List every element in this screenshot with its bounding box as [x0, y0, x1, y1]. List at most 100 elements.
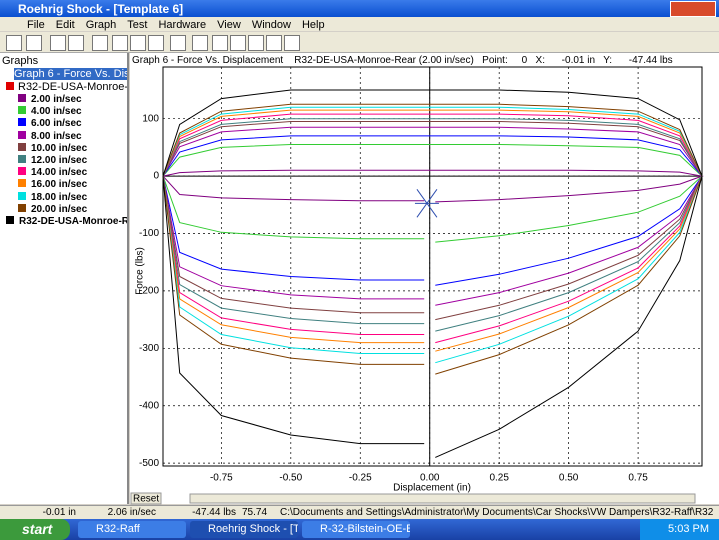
status-field: -47.44 lbs	[192, 507, 236, 518]
menu-item[interactable]: View	[217, 19, 241, 31]
y-tick-label: -100	[139, 228, 159, 239]
y-tick-label: -300	[139, 343, 159, 354]
header-x: -0.01 in	[561, 55, 596, 66]
group-node[interactable]: R32-DE-USA-Monroe-Rear	[6, 81, 129, 93]
menu-item[interactable]: Edit	[55, 19, 75, 31]
legend-swatch	[18, 94, 26, 102]
tool-button[interactable]	[212, 35, 228, 51]
status-field: -0.01 in	[42, 507, 76, 518]
menu-item[interactable]: Window	[251, 19, 291, 31]
toolbar	[0, 32, 719, 53]
series-line	[162, 135, 703, 286]
legend-item[interactable]: 4.00 in/sec	[18, 106, 82, 117]
legend-item[interactable]: 18.00 in/sec	[18, 191, 88, 203]
tool-button[interactable]	[248, 35, 264, 51]
legend-label: 18.00 in/sec	[31, 191, 88, 203]
tool-button[interactable]	[92, 35, 108, 51]
series-line	[162, 126, 703, 306]
legend-swatch	[18, 191, 26, 200]
x-tick-label: -0.75	[210, 473, 233, 484]
tool-button[interactable]	[130, 35, 146, 51]
series-line	[162, 106, 703, 364]
x-tick-label: -0.50	[279, 473, 302, 484]
legend-item[interactable]: 2.00 in/sec	[18, 94, 82, 105]
group-label: R32-DE-USA-Monroe-Rear	[18, 81, 129, 93]
legend-item[interactable]: 14.00 in/sec	[18, 167, 87, 178]
legend-item[interactable]: 12.00 in/sec	[18, 155, 87, 166]
legend-label: 10.00 in/sec	[31, 142, 88, 154]
window-controls[interactable]	[670, 1, 716, 17]
series-line	[162, 144, 703, 243]
tool-button[interactable]	[6, 35, 22, 51]
chart-header: Graph 6 - Force Vs. Displacement R32-DE-…	[132, 55, 673, 66]
legend-swatch	[18, 106, 26, 115]
header-point: 0	[521, 55, 528, 66]
menu-item[interactable]: Test	[127, 19, 148, 31]
menu-item[interactable]: Help	[301, 19, 325, 31]
header-y-label: Y:	[603, 55, 613, 66]
series-line	[162, 109, 703, 352]
task-button[interactable]: R-32-Bilstein-OE-EU -...	[302, 521, 410, 538]
legend-swatch	[18, 155, 26, 163]
tool-button[interactable]	[284, 35, 300, 51]
header-point-label: Point:	[482, 55, 508, 66]
legend-swatch	[18, 203, 26, 212]
scrollbar[interactable]	[189, 493, 696, 504]
legend-swatch	[18, 179, 26, 188]
tool-button[interactable]	[192, 35, 208, 51]
status-field: 75.74 F	[242, 507, 268, 518]
x-tick-label: 0.50	[559, 473, 579, 484]
start-button[interactable]: start	[0, 519, 70, 540]
status-bar: -0.01 in 2.06 in/sec -47.44 lbs 75.74 F C:\D…	[0, 505, 719, 520]
legend-item[interactable]: R32-DE-USA-Monroe-Rear	[6, 216, 127, 227]
legend-swatch	[18, 167, 26, 176]
legend-label: 8.00 in/sec	[31, 130, 82, 142]
legend-swatch	[18, 118, 26, 127]
series-line	[162, 121, 703, 321]
tool-button[interactable]	[230, 35, 246, 51]
menu-item[interactable]: File	[27, 19, 45, 31]
header-x-label: X:	[535, 55, 545, 66]
menu-bar: File Edit Graph Test Hardware View Window Help	[0, 17, 719, 31]
reset-button[interactable]	[130, 492, 162, 505]
legend-item[interactable]: 8.00 in/sec	[18, 130, 82, 142]
tool-button[interactable]	[50, 35, 66, 51]
y-tick-label: -400	[139, 400, 159, 411]
x-tick-label: -0.25	[349, 473, 372, 484]
graph-node[interactable]: Graph 6 - Force Vs. Displacemen	[14, 68, 127, 80]
y-tick-label: 100	[142, 113, 159, 124]
tool-button[interactable]	[170, 35, 186, 51]
legend-label: 16.00 in/sec	[31, 179, 88, 191]
legend-label: 4.00 in/sec	[31, 106, 82, 118]
legend-label: 14.00 in/sec	[31, 167, 88, 179]
legend-item[interactable]: 6.00 in/sec	[18, 118, 82, 129]
tool-button[interactable]	[68, 35, 84, 51]
legend-item[interactable]: 20.00 in/sec	[18, 203, 88, 215]
task-button[interactable]: Roehrig Shock - [Tem...	[190, 521, 298, 538]
task-button[interactable]: R32-Raff	[78, 521, 186, 538]
series-line	[162, 103, 703, 375]
legend-swatch	[18, 142, 26, 151]
header-trace: R32-DE-USA-Monroe-Rear (2.00 in/sec)	[294, 55, 474, 66]
window-title: Roehrig Shock - [Template 6]	[18, 2, 184, 16]
legend-label: 20.00 in/sec	[31, 203, 88, 215]
legend-item[interactable]: 16.00 in/sec	[18, 179, 87, 190]
header-graph: Graph 6 - Force Vs. Displacement	[132, 55, 284, 66]
legend-swatch	[18, 130, 26, 139]
reset-label[interactable]: Reset	[133, 494, 159, 505]
title-bar: Roehrig Shock - [Template 6]	[0, 0, 719, 17]
series-line	[162, 118, 703, 332]
menu-item[interactable]: Hardware	[158, 19, 207, 31]
panel-title: Graphs	[2, 55, 39, 67]
legend-item[interactable]: 10.00 in/sec	[18, 142, 88, 154]
chart: Force (lbs) Displacement (in) Reset 100 0…	[130, 66, 704, 505]
tool-button[interactable]	[148, 35, 164, 51]
series-line	[162, 89, 703, 458]
menu-item[interactable]: Graph	[85, 19, 117, 31]
y-axis-title: Force (lbs)	[135, 247, 146, 295]
tool-button[interactable]	[112, 35, 128, 51]
tool-button[interactable]	[26, 35, 42, 51]
tool-button[interactable]	[266, 35, 282, 51]
